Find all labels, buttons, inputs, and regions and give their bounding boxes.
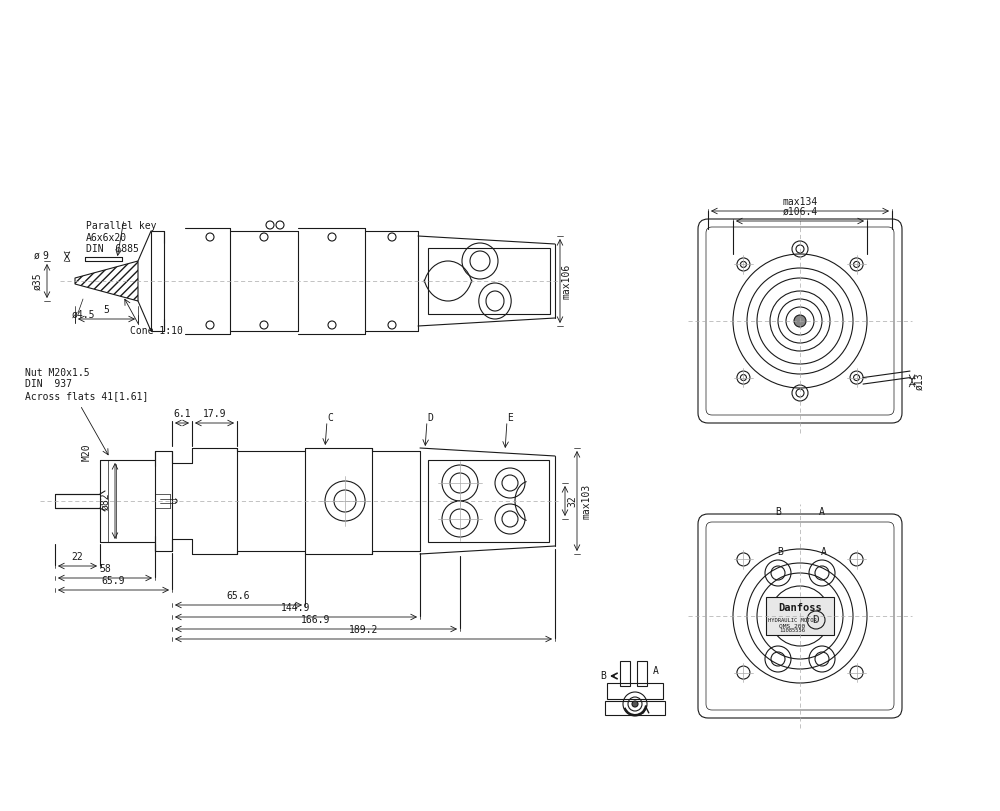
Text: max106: max106 <box>562 264 572 298</box>
Text: Nut M20x1.5
DIN  937
Across flats 41[1.61]: Nut M20x1.5 DIN 937 Across flats 41[1.61… <box>25 368 148 401</box>
Text: 6.1: 6.1 <box>173 409 191 419</box>
Bar <box>151 231 164 331</box>
Text: Cone 1:10: Cone 1:10 <box>130 326 183 336</box>
Text: A: A <box>821 547 827 557</box>
Text: HYDRAULIC MOTOR: HYDRAULIC MOTOR <box>768 617 816 623</box>
Bar <box>428 248 550 314</box>
Circle shape <box>854 375 860 380</box>
Circle shape <box>632 701 638 707</box>
Bar <box>605 701 665 715</box>
Text: max134: max134 <box>782 197 818 207</box>
Circle shape <box>854 261 860 268</box>
Text: Danfoss: Danfoss <box>778 603 822 613</box>
Text: ø13: ø13 <box>914 372 924 389</box>
Text: ø82: ø82 <box>100 492 110 510</box>
Text: B: B <box>600 671 606 681</box>
Text: 65.6: 65.6 <box>227 591 250 601</box>
Polygon shape <box>75 261 138 301</box>
Text: max103: max103 <box>581 483 591 518</box>
Bar <box>620 661 630 686</box>
Circle shape <box>740 261 746 268</box>
Bar <box>607 683 663 699</box>
Text: ø: ø <box>34 251 40 261</box>
Text: ø35: ø35 <box>32 272 42 290</box>
Text: E: E <box>507 413 513 423</box>
Circle shape <box>740 375 746 380</box>
Text: OMS 200: OMS 200 <box>779 624 805 629</box>
Text: 32: 32 <box>567 496 577 507</box>
Text: B: B <box>775 507 781 517</box>
Text: C: C <box>327 413 333 423</box>
Bar <box>155 451 172 551</box>
Text: A: A <box>653 666 659 676</box>
Text: 22: 22 <box>72 552 83 562</box>
Text: 11085556: 11085556 <box>779 629 805 633</box>
Text: D: D <box>813 615 819 625</box>
Text: D: D <box>427 413 433 423</box>
Bar <box>766 597 834 635</box>
Text: ø4.5: ø4.5 <box>72 310 96 320</box>
Circle shape <box>794 315 806 327</box>
Text: ø106.4: ø106.4 <box>782 207 818 217</box>
Text: B: B <box>777 547 783 557</box>
Bar <box>637 661 647 686</box>
Text: 189.2: 189.2 <box>349 625 378 635</box>
Bar <box>428 460 549 542</box>
Text: Parallel key
A6x6x20
DIN  6885: Parallel key A6x6x20 DIN 6885 <box>86 221 156 254</box>
Text: 9: 9 <box>42 251 48 261</box>
Text: 58: 58 <box>99 564 111 574</box>
Text: A: A <box>819 507 825 517</box>
Text: 17.9: 17.9 <box>203 409 226 419</box>
Text: 5: 5 <box>104 305 109 315</box>
Text: M20: M20 <box>82 443 92 461</box>
Text: 166.9: 166.9 <box>301 615 331 625</box>
Text: 144.9: 144.9 <box>281 603 311 613</box>
Text: 65.9: 65.9 <box>102 576 125 586</box>
